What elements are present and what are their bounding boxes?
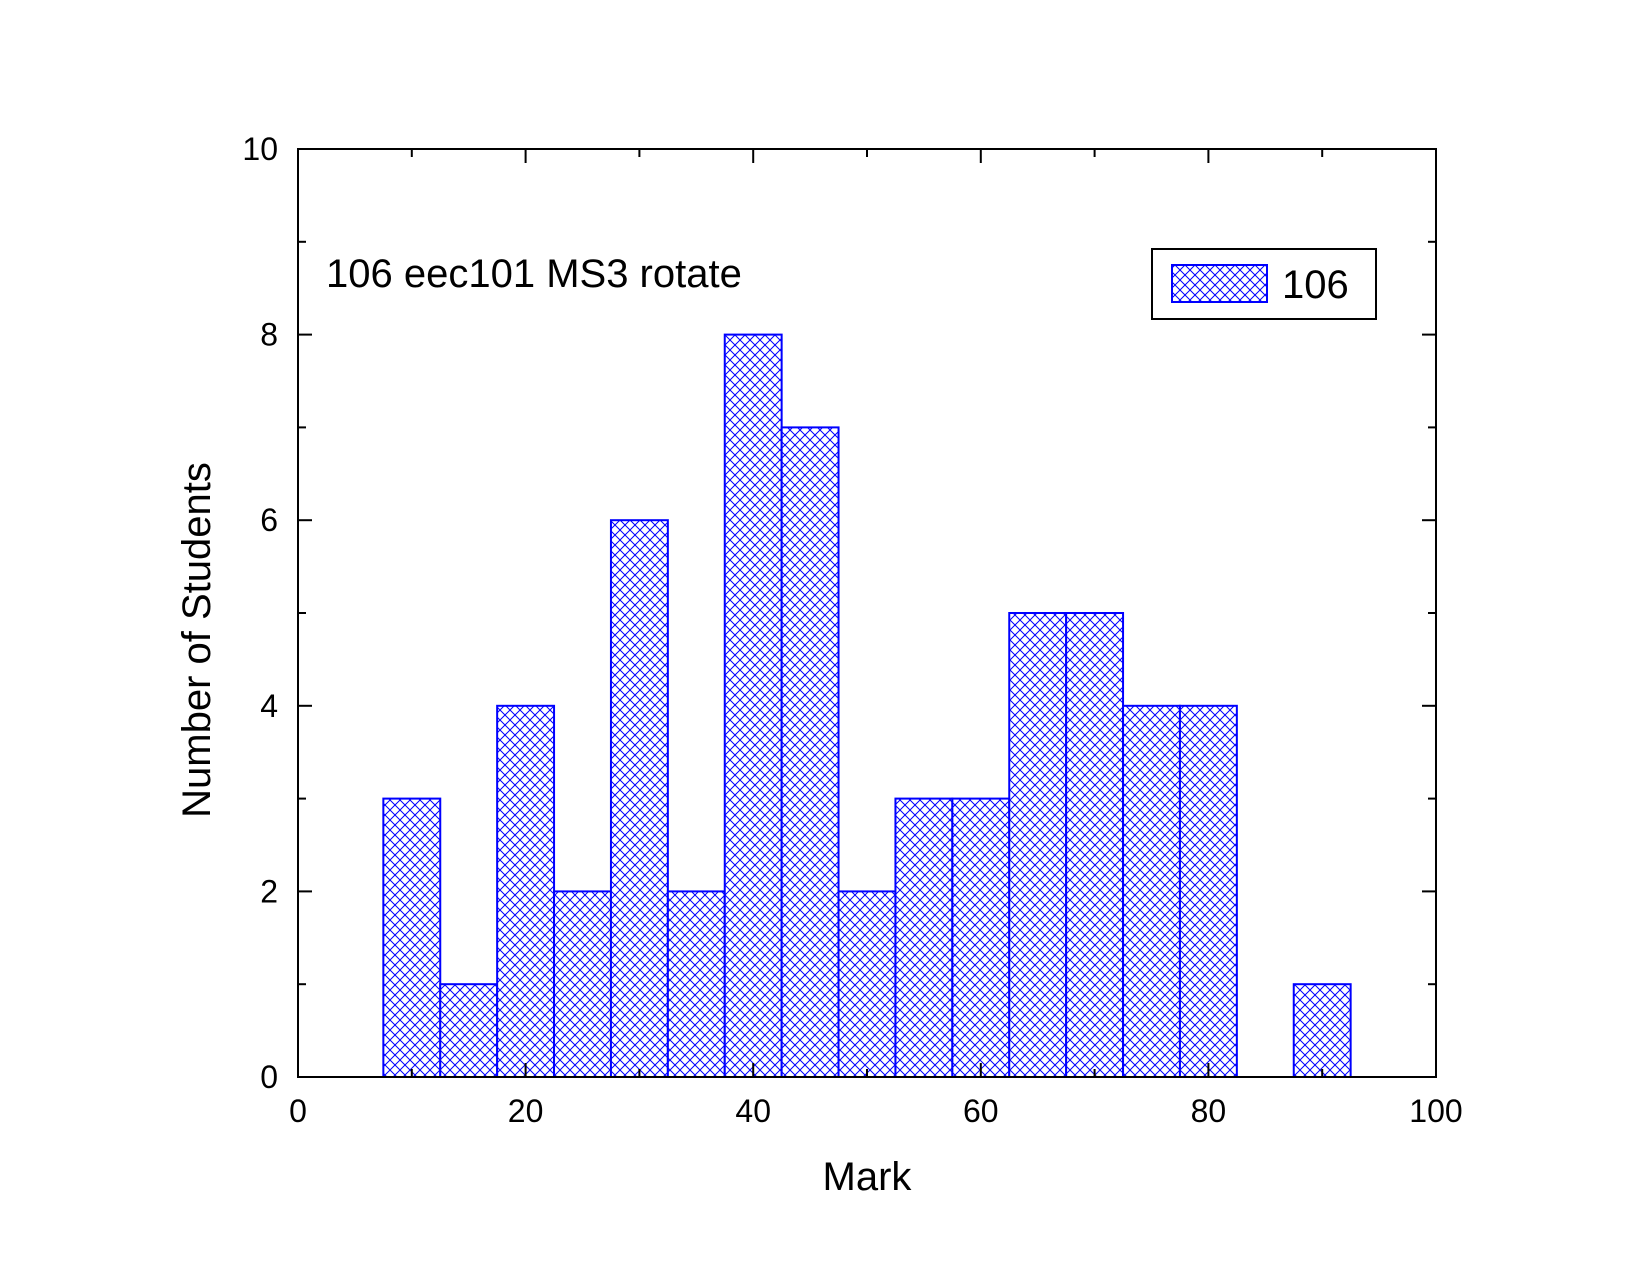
bars-group (382, 333, 1352, 1079)
bar-70 (1065, 612, 1125, 1078)
bar-65 (1008, 612, 1068, 1078)
legend-swatch (1171, 264, 1268, 303)
x-tick-label-60: 60 (963, 1093, 999, 1129)
bar-50 (837, 890, 897, 1079)
chart-annotation: 106 eec101 MS3 rotate (326, 252, 742, 296)
y-tick-label-10: 10 (242, 131, 278, 167)
bar-45 (780, 426, 840, 1078)
x-tick-label-0: 0 (289, 1093, 307, 1129)
x-tick-label-40: 40 (735, 1093, 771, 1129)
axis-tick-labels: 0 20 40 60 80 100 0 2 4 6 8 10 (242, 131, 1462, 1129)
x-tick-label-100: 100 (1409, 1093, 1462, 1129)
legend-label: 106 (1282, 263, 1349, 307)
y-tick-label-8: 8 (260, 317, 278, 353)
bar-30 (609, 519, 669, 1078)
bar-60 (951, 797, 1011, 1078)
bar-15 (439, 983, 499, 1079)
y-tick-label-2: 2 (260, 873, 278, 909)
legend: 106 (1151, 248, 1377, 320)
bar-20 (496, 704, 556, 1078)
y-tick-label-4: 4 (260, 688, 278, 724)
bar-75 (1122, 704, 1181, 1078)
axis-ticks (297, 148, 1437, 1078)
bar-10 (382, 797, 442, 1078)
bar-35 (666, 890, 726, 1079)
x-axis-title: Mark (823, 1155, 913, 1199)
x-tick-label-80: 80 (1191, 1093, 1227, 1129)
bar-80 (1178, 704, 1238, 1078)
y-tick-label-0: 0 (260, 1059, 278, 1095)
bar-40 (723, 333, 783, 1079)
y-tick-label-6: 6 (260, 502, 278, 538)
bar-90 (1292, 983, 1352, 1079)
bar-55 (894, 797, 954, 1078)
bar-25 (553, 890, 612, 1079)
y-axis-title: Number of Students (175, 462, 219, 818)
x-tick-label-20: 20 (508, 1093, 544, 1129)
